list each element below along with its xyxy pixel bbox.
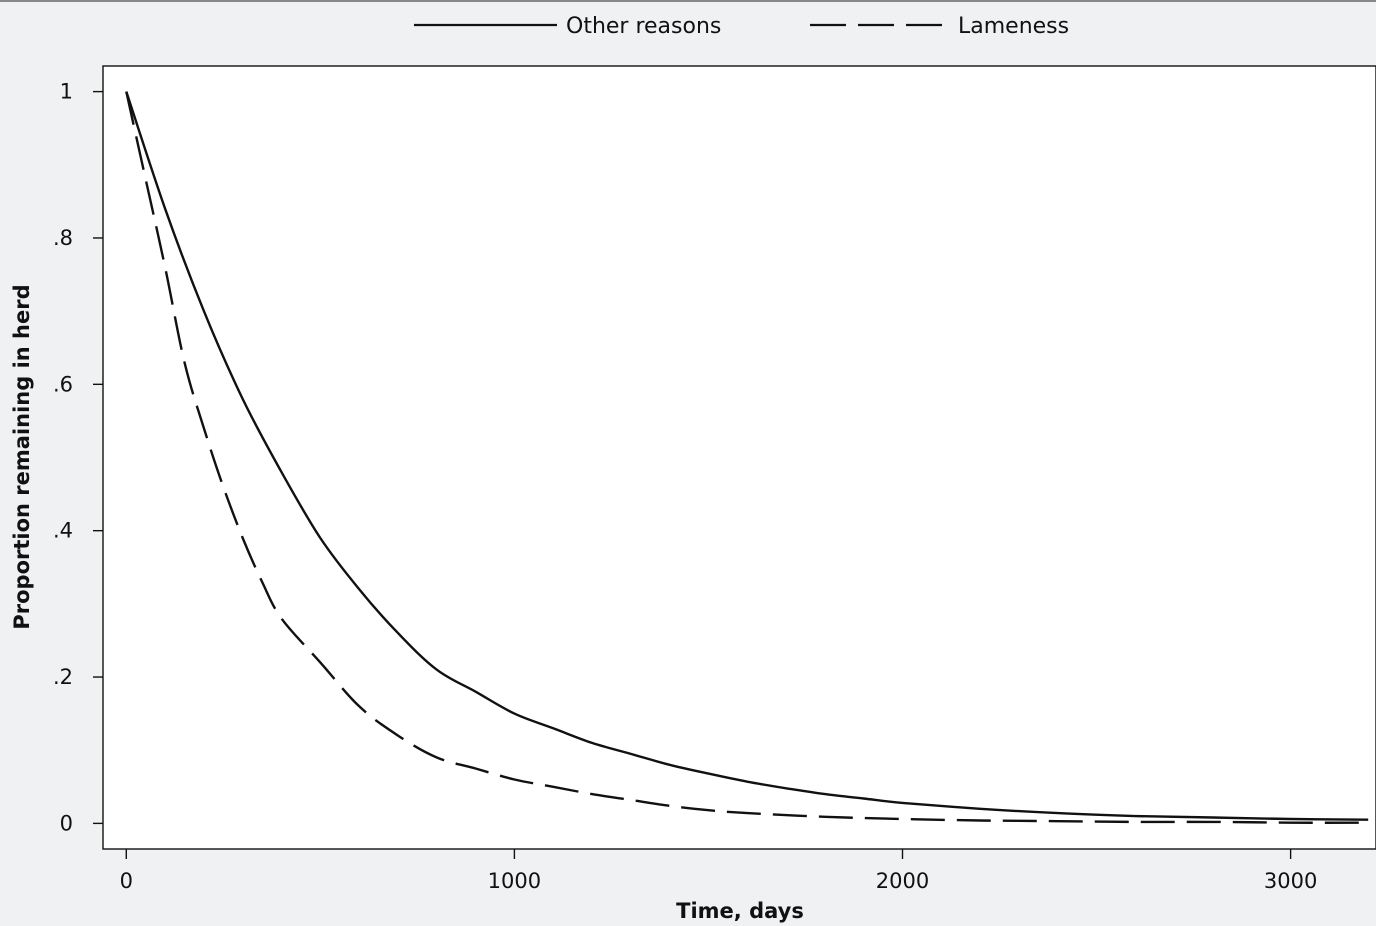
y-tick-label: .4 — [53, 519, 73, 543]
y-axis: 0 .2 .4 .6 .8 1 — [53, 80, 103, 835]
x-tick-label: 1000 — [488, 869, 541, 893]
y-tick-label: .8 — [53, 226, 73, 250]
x-axis-title: Time, days — [676, 899, 804, 923]
legend-label-lameness: Lameness — [958, 14, 1069, 39]
x-tick-label: 0 — [120, 869, 133, 893]
legend: Other reasons Lameness — [414, 14, 1069, 39]
series-line-other-reasons — [125, 91, 1369, 821]
y-tick-label: .2 — [53, 665, 73, 689]
y-tick-label: 0 — [60, 811, 73, 835]
legend-label-other-reasons: Other reasons — [566, 14, 721, 39]
plot-area — [102, 65, 1376, 850]
x-tick-label: 3000 — [1264, 869, 1317, 893]
y-axis-title: Proportion remaining in herd — [10, 284, 34, 629]
y-tick-label: 1 — [60, 80, 73, 104]
x-axis: 0 1000 2000 3000 — [120, 849, 1317, 893]
series-layer — [125, 91, 1369, 824]
x-tick-label: 2000 — [876, 869, 929, 893]
y-tick-label: .6 — [53, 372, 73, 396]
series-line-lameness — [125, 91, 1369, 824]
